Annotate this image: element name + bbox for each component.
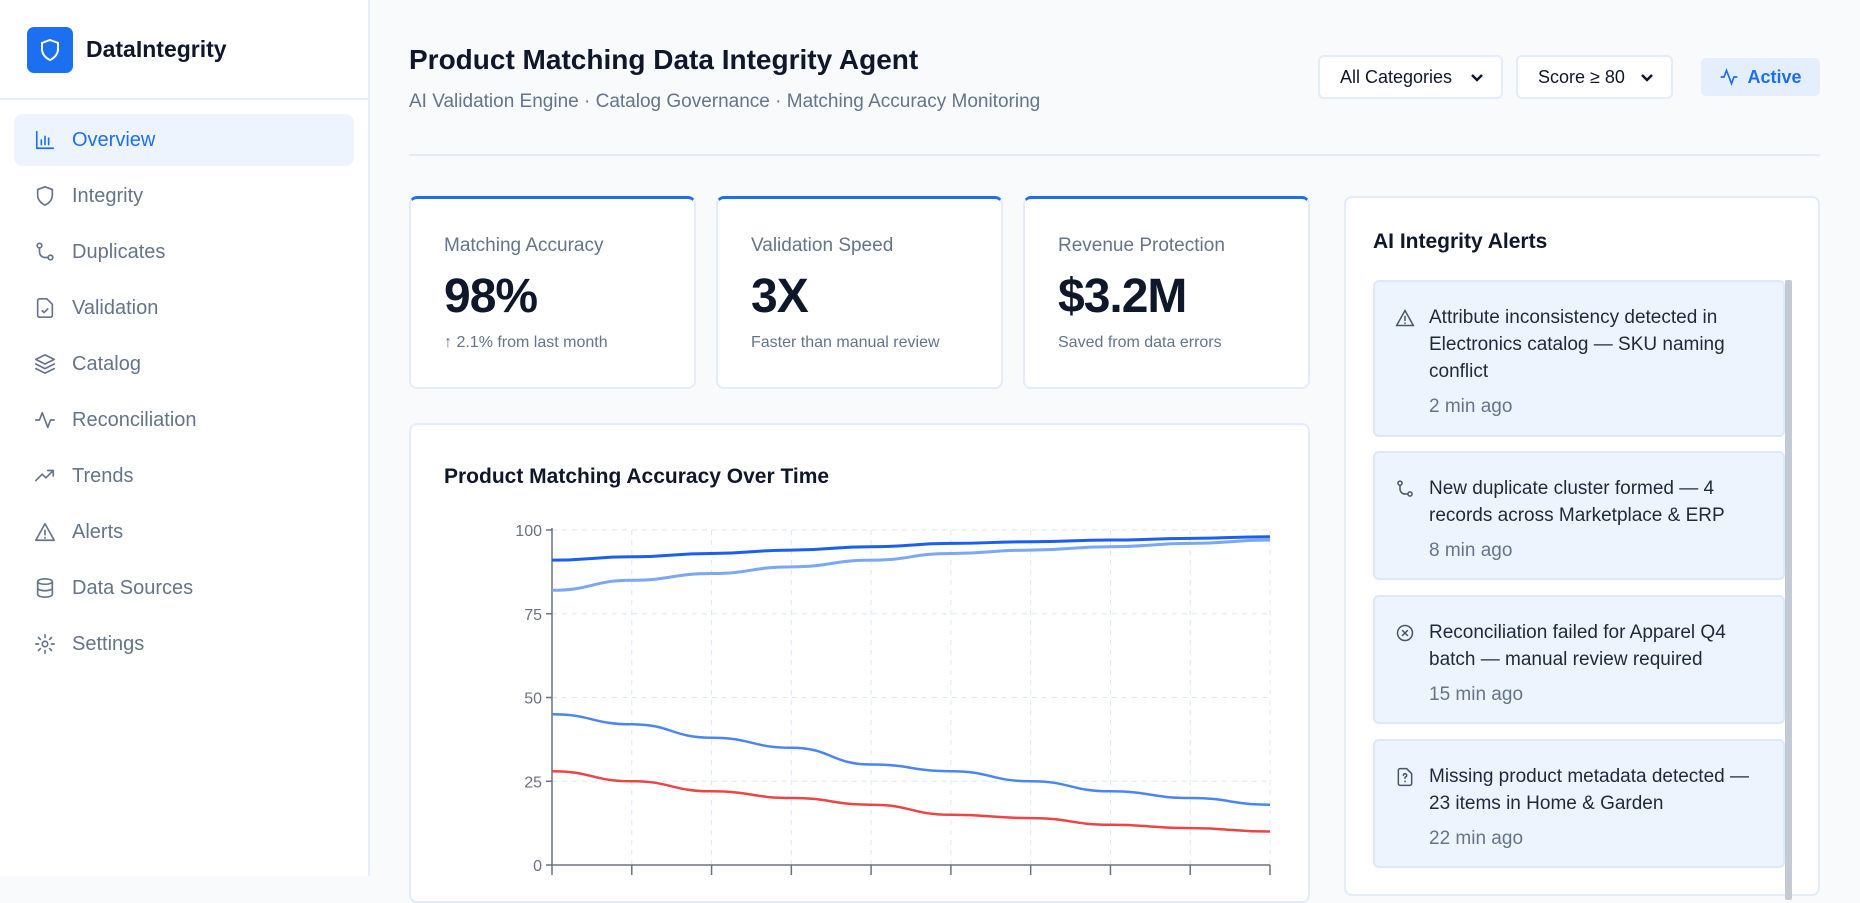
score-select-value: Score ≥ 80 [1538, 66, 1625, 87]
git-merge-icon [36, 242, 54, 261]
file-check-icon [36, 298, 54, 318]
alert-time: 22 min ago [1429, 828, 1524, 849]
sidebar-item-label: Validation [72, 296, 159, 319]
logo [27, 27, 73, 73]
divider [409, 154, 1820, 156]
gear-icon [35, 634, 55, 654]
sidebar-item-integrity[interactable]: Integrity [14, 170, 354, 222]
series-line-4 [551, 769, 1271, 833]
sidebar-item-label: Duplicates [72, 240, 166, 263]
alert-text: Missing product metadata detected — 23 i… [1429, 766, 1750, 814]
divider [0, 98, 368, 100]
alert-triangle-icon [35, 522, 55, 542]
alerts-panel: AI Integrity Alerts Attribute inconsiste… [1344, 196, 1820, 900]
kpi-subtext: ↑ 2.1% from last month [444, 334, 608, 351]
sidebar-item-label: Alerts [72, 520, 124, 543]
database-icon [36, 578, 54, 598]
alerts-scrollbar[interactable] [1785, 280, 1792, 900]
sidebar-item-reconciliation[interactable]: Reconciliation [14, 394, 354, 446]
alert-time: 2 min ago [1429, 396, 1513, 417]
sidebar-item-validation[interactable]: Validation [14, 282, 354, 334]
alert-item[interactable]: Missing product metadata detected — 23 i… [1373, 739, 1785, 868]
sidebar-item-label: Trends [72, 464, 134, 487]
layers-icon [35, 354, 55, 374]
score-select[interactable]: Score ≥ 80 [1516, 55, 1673, 99]
kpi-card: Validation Speed 3X Faster than manual rev… [716, 196, 1003, 389]
sidebar-item-label: Reconciliation [72, 408, 197, 431]
alert-text: New duplicate cluster formed — 4 records… [1429, 478, 1725, 526]
sidebar-item-duplicates[interactable]: Duplicates [14, 226, 354, 278]
sidebar: DataIntegrity Overview Integrity Duplicate… [0, 0, 370, 876]
kpi-label: Validation Speed [751, 235, 894, 256]
series-line-1 [551, 535, 1271, 562]
sidebar-item-label: Integrity [72, 184, 144, 207]
kpi-subtext: Faster than manual review [751, 334, 940, 351]
alert-triangle-icon [1395, 308, 1415, 327]
chevron-down-icon [1641, 74, 1653, 82]
kpi-card: Revenue Protection $3.2M Saved from data e… [1023, 196, 1310, 389]
series-line-3 [551, 713, 1271, 806]
kpi-value: 98% [444, 270, 538, 323]
kpi-subtext: Saved from data errors [1058, 334, 1222, 351]
status-label: Active [1747, 66, 1802, 87]
chart-title: Product Matching Accuracy Over Time [444, 465, 830, 488]
y-tick-label: 25 [524, 774, 542, 791]
page-subtitle: AI Validation Engine · Catalog Governanc… [409, 91, 1041, 112]
sidebar-item-label: Settings [72, 632, 145, 655]
sidebar-item-overview[interactable]: Overview [14, 114, 354, 166]
alert-text: Reconciliation failed for Apparel Q4 bat… [1429, 622, 1726, 670]
alert-item[interactable]: New duplicate cluster formed — 4 records… [1373, 451, 1785, 580]
x-circle-icon [1396, 624, 1414, 642]
chevron-down-icon [1471, 74, 1483, 82]
y-tick-label: 100 [515, 523, 542, 540]
alert-text: Attribute inconsistency detected in Elec… [1429, 307, 1725, 382]
y-tick-label: 75 [524, 607, 542, 624]
sidebar-item-label: Overview [72, 128, 156, 151]
activity-icon [1721, 67, 1738, 87]
accuracy-chart-card: Product Matching Accuracy Over Time 0 25 5… [409, 423, 1310, 903]
y-tick-label: 50 [524, 691, 542, 708]
sidebar-item-data-sources[interactable]: Data Sources [14, 562, 354, 614]
kpi-card: Matching Accuracy 98% ↑ 2.1% from last mon… [409, 196, 696, 389]
accuracy-line-chart: 0 25 50 75 100 [515, 523, 1271, 875]
sidebar-item-alerts[interactable]: Alerts [14, 506, 354, 558]
shield-icon [36, 186, 54, 206]
sidebar-item-label: Data Sources [72, 576, 194, 599]
sidebar-item-label: Catalog [72, 352, 141, 375]
alert-time: 15 min ago [1429, 684, 1524, 705]
file-question-icon [1397, 767, 1413, 787]
kpi-value: 3X [751, 270, 809, 323]
activity-icon [35, 411, 55, 429]
git-merge-icon [1397, 480, 1413, 497]
alert-item[interactable]: Reconciliation failed for Apparel Q4 bat… [1373, 595, 1785, 724]
category-select-value: All Categories [1340, 66, 1453, 87]
bar-chart-icon [35, 130, 55, 150]
y-tick-label: 0 [533, 858, 542, 875]
page-title: Product Matching Data Integrity Agent [409, 44, 919, 75]
sidebar-item-trends[interactable]: Trends [14, 450, 354, 502]
shield-icon [41, 38, 59, 62]
alert-time: 8 min ago [1429, 540, 1513, 561]
kpi-label: Matching Accuracy [444, 235, 604, 256]
brand-name: DataIntegrity [86, 36, 227, 62]
series-line-2 [551, 538, 1271, 592]
sidebar-item-settings[interactable]: Settings [14, 618, 354, 670]
status-badge[interactable]: Active [1701, 58, 1820, 96]
sidebar-item-catalog[interactable]: Catalog [14, 338, 354, 390]
category-select[interactable]: All Categories [1318, 55, 1503, 99]
kpi-label: Revenue Protection [1058, 235, 1225, 256]
alert-item[interactable]: Attribute inconsistency detected in Elec… [1373, 280, 1785, 437]
trending-up-icon [35, 469, 55, 482]
alerts-title: AI Integrity Alerts [1373, 230, 1548, 253]
kpi-value: $3.2M [1058, 270, 1187, 323]
